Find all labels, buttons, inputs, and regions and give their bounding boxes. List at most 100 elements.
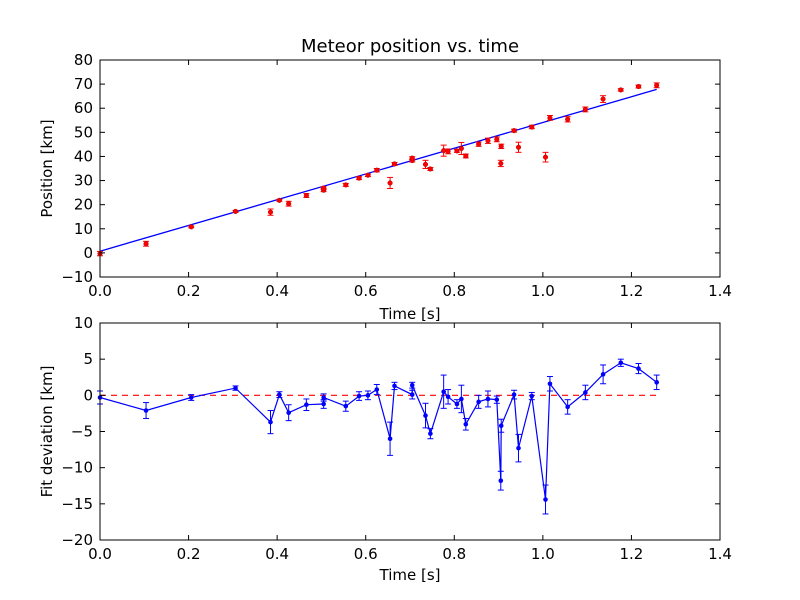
data-point [365,393,371,398]
position-x-tick-label: 0.6 [354,282,378,300]
deviation-y-tick-label: 10 [74,314,93,332]
data-point [543,497,548,502]
position-x-tick-label: 1.0 [531,282,555,300]
data-point [515,144,522,150]
data-point [458,145,464,152]
data-point [511,392,517,397]
deviation-plot: 0.0 0.2 0.4 0.6 0.8 1.0 1.2 1.4−20−15−10−50510 … [38,314,732,584]
data-point [143,408,149,413]
deviation-y-tick-label: −20 [61,531,93,549]
position-y-tick-label: 60 [74,99,93,117]
data-point [321,401,326,407]
position-y-tick-label: 20 [74,196,93,214]
deviation-x-label: Time [s] [379,566,441,584]
position-x-tick-label: 0.0 [88,282,112,300]
data-point [636,366,641,371]
data-point [321,395,326,400]
data-point [542,154,549,160]
data-point [516,445,521,451]
data-point [565,116,571,122]
deviation-y-tick-label: 5 [83,350,93,368]
data-point [476,399,481,405]
data-point [476,141,482,147]
position-plot-frame [99,59,721,278]
data-point [583,390,588,395]
data-point [343,182,349,188]
data-point [494,136,500,142]
deviation-y-tick-label: 0 [83,386,93,404]
position-x-tick-label: 0.8 [442,282,466,300]
data-point [454,148,460,154]
data-point [321,185,327,191]
data-point [304,402,309,408]
data-point [498,423,504,429]
position-y-tick-label: 0 [83,244,93,262]
data-point [498,160,504,166]
position-x-tick-label: 1.4 [708,282,732,300]
data-point [143,241,149,247]
deviation-x-tick-label: 0.6 [354,545,378,563]
figure-title: Meteor position vs. time [301,36,519,57]
data-point [582,106,588,112]
position-ticks: 0.0 0.2 0.4 0.6 0.8 1.0 1.2 1.4 −10 0 10 20 30 40 50 60… [61,51,732,300]
data-point [392,383,397,389]
data-point [277,392,282,397]
data-point [635,83,642,90]
data-point [374,387,380,392]
data-point [565,404,570,410]
deviation-series [97,358,660,515]
data-point [387,180,393,186]
data-point [409,392,415,397]
data-point [232,208,239,214]
data-point [498,478,504,483]
position-series [97,82,660,257]
data-point [268,419,273,425]
data-point [485,138,491,144]
data-point [427,166,433,172]
deviation-plot-frame [99,322,721,541]
data-point [454,401,460,407]
data-point [276,197,282,203]
position-x-tick-label: 1.2 [619,282,643,300]
data-point [286,201,292,207]
data-point [422,161,429,167]
deviation-x-tick-label: 1.0 [531,545,555,563]
data-point [529,124,535,130]
data-point [459,396,464,402]
data-point [233,385,238,391]
deviation-x-tick-label: 0.2 [177,545,201,563]
data-point [463,153,469,159]
data-point [428,431,433,436]
data-point [600,96,606,102]
position-y-label: Position [km] [38,119,56,217]
data-point [267,209,274,215]
data-point [188,224,194,230]
data-point [511,128,517,134]
data-point [547,381,553,387]
deviation-y-label: Fit deviation [km] [38,366,56,498]
deviation-y-tick-label: −10 [61,459,93,477]
data-point [618,360,624,366]
deviation-ticks: 0.0 0.2 0.4 0.6 0.8 1.0 1.2 1.4 −20 −15 −10 −5 0 5 10 [61,314,732,563]
data-point [409,155,415,161]
data-point [654,82,660,88]
data-point [485,396,491,402]
data-point [547,115,553,121]
data-point [356,175,362,181]
data-point [387,436,393,442]
deviation-x-tick-label: 0.4 [265,545,289,563]
data-point [445,148,451,154]
data-point [356,393,362,399]
data-point [600,372,606,377]
data-point [441,389,446,395]
position-x-label: Time [s] [379,305,441,323]
deviation-x-tick-label: 0.0 [88,545,112,563]
data-point [423,413,428,418]
deviation-y-tick-label: −5 [71,423,93,441]
position-plot: 0.0 0.2 0.4 0.6 0.8 1.0 1.2 1.4 −10 0 10 20 30 40 50 60… [38,51,732,323]
position-y-tick-label: 40 [74,147,93,165]
data-point [494,397,500,402]
position-y-tick-label: 30 [74,172,93,190]
data-point [498,143,504,149]
deviation-line [99,362,658,500]
